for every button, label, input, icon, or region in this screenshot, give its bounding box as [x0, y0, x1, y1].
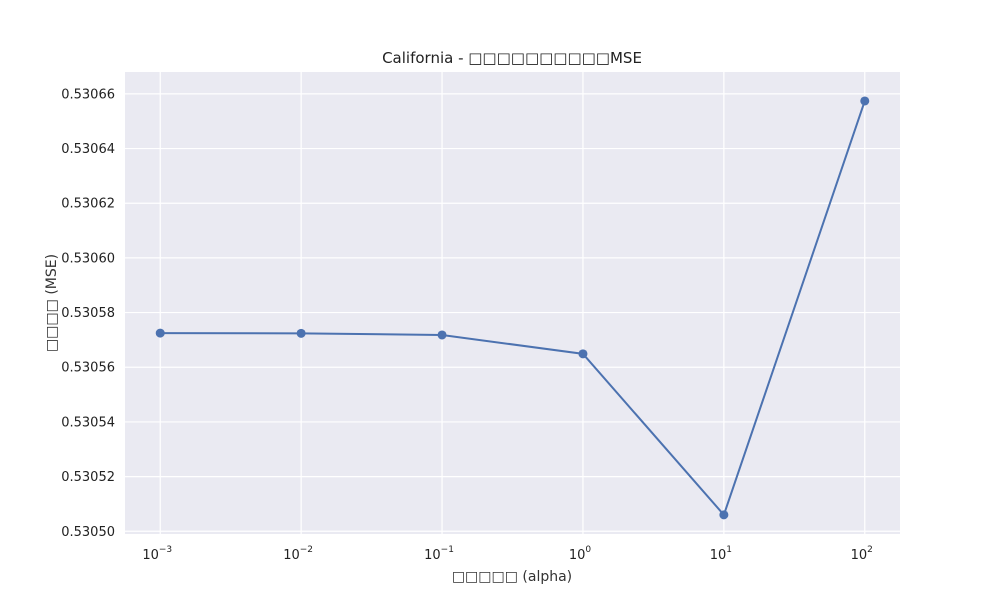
data-point	[860, 96, 870, 106]
x-tick-label: 10−1	[424, 545, 454, 563]
x-tick-base: 10	[569, 548, 586, 563]
data-point	[719, 510, 729, 520]
y-tick-label: 0.53056	[61, 361, 115, 376]
x-tick-label: 10−2	[283, 545, 313, 563]
x-tick-label: 101	[710, 545, 732, 563]
series-line	[160, 100, 866, 517]
y-tick-label: 0.53060	[61, 251, 115, 266]
x-tick-base: 10	[424, 548, 441, 563]
x-tick-base: 10	[851, 548, 868, 563]
data-point	[578, 349, 588, 359]
x-tick-base: 10	[283, 548, 300, 563]
data-point	[155, 328, 165, 338]
y-tick-label: 0.53062	[61, 197, 115, 212]
series-line-layer	[160, 100, 866, 517]
y-tick-label: 0.53058	[61, 306, 115, 321]
y-tick-labels: 0.53050 0.53052 0.53054 0.53056 0.53058 0.530…	[61, 87, 115, 539]
y-tick-label: 0.53054	[61, 415, 115, 430]
grid-lines	[125, 72, 900, 534]
y-tick-label: 0.53052	[61, 470, 115, 485]
data-point	[296, 328, 306, 338]
x-tick-exponent: 2	[867, 545, 873, 555]
x-tick-labels: 10−3 10−2 10−1 100 101 102	[142, 545, 873, 563]
x-axis-label: □□□□□ (alpha)	[452, 569, 572, 585]
y-tick-label: 0.53050	[61, 525, 115, 540]
y-tick-label: 0.53066	[61, 87, 115, 102]
y-tick-label: 0.53064	[61, 142, 115, 157]
x-tick-label: 100	[569, 545, 592, 563]
x-tick-exponent: −3	[159, 545, 172, 555]
x-tick-exponent: −1	[441, 545, 454, 555]
plot-background	[125, 72, 900, 534]
y-axis-label: □□□□ (MSE)	[44, 254, 60, 352]
x-tick-base: 10	[142, 548, 159, 563]
x-tick-label: 10−3	[142, 545, 172, 563]
x-tick-exponent: 0	[585, 545, 591, 555]
x-tick-base: 10	[710, 548, 727, 563]
x-tick-exponent: −2	[300, 545, 313, 555]
data-points	[155, 96, 870, 520]
x-tick-label: 102	[851, 545, 873, 563]
x-tick-exponent: 1	[726, 545, 732, 555]
data-point	[437, 330, 447, 340]
chart-title: California - □□□□□□□□□□MSE	[382, 49, 642, 67]
